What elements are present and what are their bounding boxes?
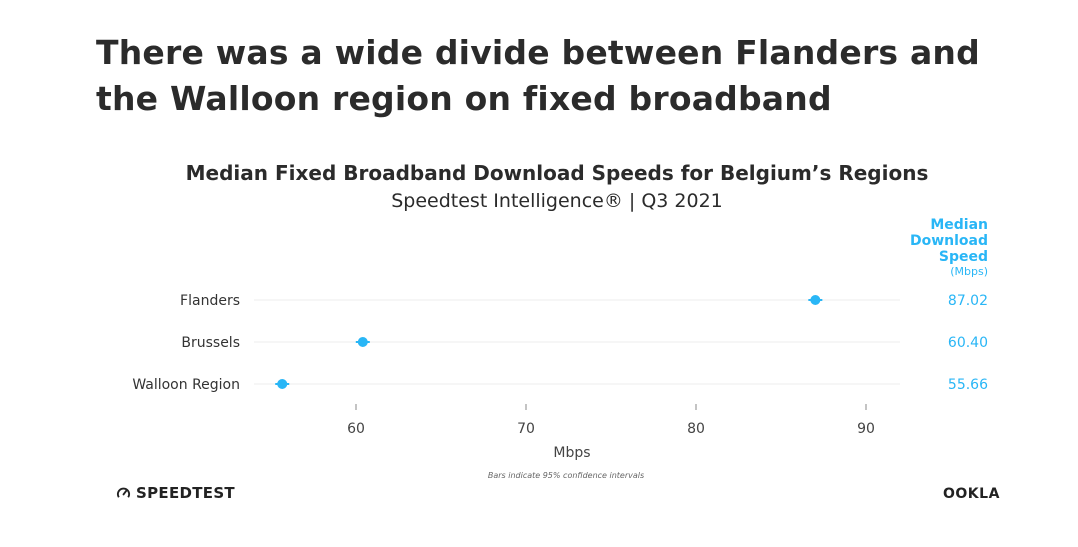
category-label: Walloon Region xyxy=(132,377,240,393)
x-tick-label: 70 xyxy=(517,421,535,437)
speedtest-gauge-icon xyxy=(116,487,131,498)
data-point xyxy=(277,379,288,389)
value-header-unit: (Mbps) xyxy=(950,265,988,278)
x-tick-label: 90 xyxy=(857,421,875,437)
chart-rows: Flanders 87.02 Brussels 60.40 Walloon Region… xyxy=(132,293,988,393)
data-value-label: 87.02 xyxy=(948,293,988,309)
value-header-line: Speed xyxy=(939,249,988,265)
chart-subtitle: Speedtest Intelligence® | Q3 2021 xyxy=(391,190,723,212)
ookla-logo: OOKLA xyxy=(943,486,1000,502)
value-header-line: Median xyxy=(930,217,988,233)
speedtest-logo: SPEEDTEST xyxy=(116,484,235,502)
x-tick-label: 60 xyxy=(347,421,365,437)
value-header-line: Download xyxy=(910,233,988,249)
data-value-label: 55.66 xyxy=(948,377,988,393)
speedtest-wordmark: SPEEDTEST xyxy=(136,484,235,502)
data-value-label: 60.40 xyxy=(948,335,988,351)
chart-title: Median Fixed Broadband Download Speeds f… xyxy=(186,161,929,185)
data-point xyxy=(810,295,821,305)
x-axis-label: Mbps xyxy=(553,445,590,461)
page-headline: There was a wide divide between Flanders… xyxy=(96,33,980,118)
data-point xyxy=(357,337,368,347)
x-tick-label: 80 xyxy=(687,421,705,437)
chart-footnote: Bars indicate 95% confidence intervals xyxy=(488,471,644,480)
category-label: Brussels xyxy=(181,335,240,351)
x-axis: 60 70 80 90 xyxy=(347,404,875,437)
category-label: Flanders xyxy=(180,293,240,309)
